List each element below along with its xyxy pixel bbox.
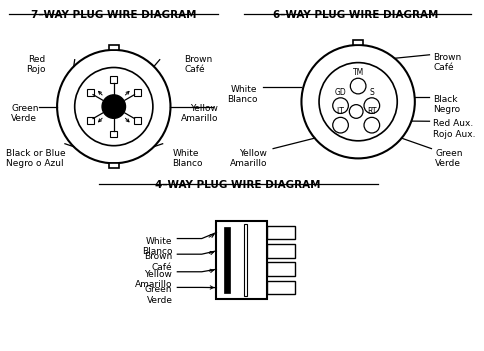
Bar: [224, 227, 229, 293]
Bar: [87, 117, 93, 124]
Circle shape: [363, 98, 379, 113]
Text: GD: GD: [334, 88, 346, 97]
Bar: [267, 281, 294, 294]
Bar: [244, 224, 247, 296]
Circle shape: [102, 95, 125, 118]
Text: RT: RT: [366, 107, 376, 117]
Text: White
Blanco: White Blanco: [172, 148, 202, 168]
Text: Yellow
Amarillo: Yellow Amarillo: [135, 270, 172, 289]
Text: Red
Rojo: Red Rojo: [26, 55, 45, 74]
Bar: [110, 131, 117, 137]
Text: TM: TM: [352, 68, 363, 77]
Text: Brown
Café: Brown Café: [433, 53, 461, 72]
Bar: [267, 226, 294, 239]
Bar: [134, 117, 141, 124]
Text: 6–WAY PLUG WIRE DIAGRAM: 6–WAY PLUG WIRE DIAGRAM: [272, 10, 437, 20]
Text: 4–WAY PLUG WIRE DIAGRAM: 4–WAY PLUG WIRE DIAGRAM: [155, 180, 320, 190]
Text: LT: LT: [336, 107, 344, 117]
Bar: [267, 263, 294, 276]
Bar: [87, 90, 93, 96]
Text: White
Blanco: White Blanco: [227, 85, 257, 105]
Circle shape: [75, 67, 152, 146]
Text: Green
Verde: Green Verde: [11, 104, 39, 123]
Text: Yellow
Amarillo: Yellow Amarillo: [181, 104, 218, 123]
Text: White
Blanco: White Blanco: [142, 237, 172, 256]
Bar: [109, 163, 119, 168]
Text: Red Aux.
Rojo Aux.: Red Aux. Rojo Aux.: [433, 119, 475, 139]
Circle shape: [363, 117, 379, 133]
Circle shape: [348, 105, 363, 118]
Text: 7–WAY PLUG WIRE DIAGRAM: 7–WAY PLUG WIRE DIAGRAM: [31, 10, 196, 20]
Text: Brown
Café: Brown Café: [184, 55, 212, 74]
Bar: [352, 40, 363, 45]
Bar: [267, 244, 294, 258]
Circle shape: [332, 117, 348, 133]
Bar: [109, 45, 119, 50]
Text: Black or Blue
Negro o Azul: Black or Blue Negro o Azul: [6, 148, 66, 168]
Bar: [216, 221, 267, 299]
Text: Green
Verde: Green Verde: [435, 148, 462, 168]
Text: Brown
Café: Brown Café: [144, 252, 172, 272]
Circle shape: [318, 62, 396, 141]
Circle shape: [57, 50, 170, 163]
Circle shape: [332, 98, 348, 113]
Circle shape: [349, 78, 365, 94]
Text: Yellow
Amarillo: Yellow Amarillo: [229, 148, 267, 168]
Text: S: S: [369, 88, 374, 97]
Bar: [110, 76, 117, 82]
Circle shape: [301, 45, 414, 158]
Text: Black
Negro: Black Negro: [433, 95, 460, 114]
Bar: [134, 90, 141, 96]
Text: Green
Verde: Green Verde: [145, 285, 172, 305]
